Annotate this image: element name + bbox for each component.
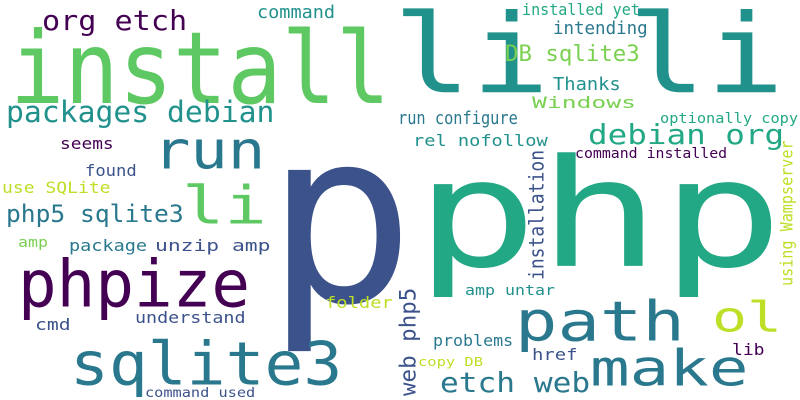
word-db-sqlite3: DB sqlite3 xyxy=(505,40,640,67)
word-understand: understand xyxy=(135,307,246,328)
word-command-used: command used xyxy=(145,384,256,400)
word-thanks: Thanks xyxy=(553,73,621,96)
word-unzip-amp: unzip amp xyxy=(155,235,271,256)
word-windows: Windows xyxy=(532,92,637,113)
word-package: package xyxy=(69,235,148,256)
word-installation: installation xyxy=(525,149,550,280)
word-p: p xyxy=(265,78,416,358)
word-phpize: phpize xyxy=(18,246,251,323)
word-php5-sqlite3: php5 sqlite3 xyxy=(6,200,184,229)
word-lib: lib xyxy=(732,339,765,360)
word-rel-nofollow: rel nofollow xyxy=(413,130,548,151)
word-org-etch: org etch xyxy=(42,4,188,38)
word-li-li: li li xyxy=(393,0,785,119)
word-folder: folder xyxy=(325,292,393,313)
word-cmd: cmd xyxy=(35,314,71,335)
word-use-sqlite: use SQLite xyxy=(2,177,111,198)
word-href: href xyxy=(532,344,578,365)
word-amp-untar: amp untar xyxy=(465,282,556,300)
word-using-wampserver: using Wampserver xyxy=(778,140,798,286)
word-etch-web: etch web xyxy=(440,366,591,400)
word-path: path xyxy=(515,290,685,355)
word-copy-db: copy DB xyxy=(418,353,484,370)
word-web-php5: web php5 xyxy=(395,287,422,396)
word-packages-debian: packages debian xyxy=(6,94,275,130)
word-amp: amp xyxy=(18,234,49,252)
word-sqlite3: sqlite3 xyxy=(70,329,343,400)
word-run: run xyxy=(153,119,266,182)
word-install: install xyxy=(10,11,391,128)
word-installed-yet: installed yet xyxy=(522,0,640,20)
word-command-installed: command installed xyxy=(575,145,728,163)
word-debian-org: debian org xyxy=(588,118,785,152)
word-make: make xyxy=(590,340,749,399)
word-seems: seems xyxy=(60,133,114,154)
word-problems: problems xyxy=(433,330,514,351)
word-li: li xyxy=(182,174,267,237)
word-intending: intending xyxy=(553,17,648,40)
word-php: php xyxy=(415,127,784,302)
word-found: found xyxy=(85,160,137,181)
word-command: command xyxy=(257,1,336,24)
word-run-configure: run configure xyxy=(398,107,518,130)
word-optionally-copy: optionally copy xyxy=(660,110,799,128)
word-ol: ol xyxy=(712,293,783,343)
